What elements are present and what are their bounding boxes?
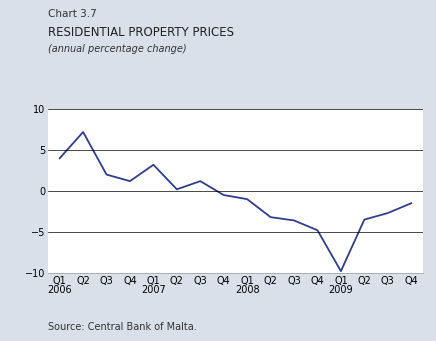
Text: RESIDENTIAL PROPERTY PRICES: RESIDENTIAL PROPERTY PRICES [48, 26, 234, 39]
Text: Source: Central Bank of Malta.: Source: Central Bank of Malta. [48, 323, 197, 332]
Text: Chart 3.7: Chart 3.7 [48, 9, 97, 18]
Text: (annual percentage change): (annual percentage change) [48, 44, 187, 54]
